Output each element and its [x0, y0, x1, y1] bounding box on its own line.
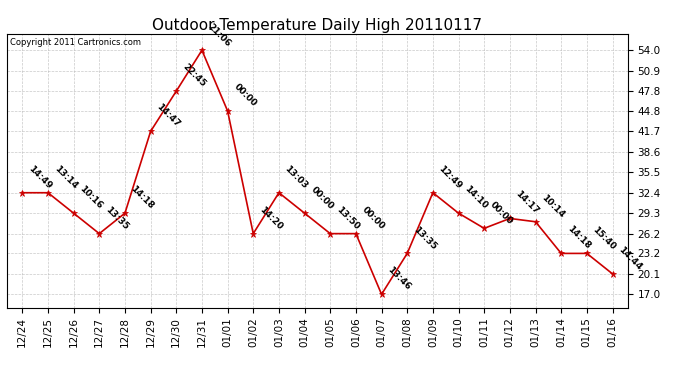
- Text: 13:50: 13:50: [335, 205, 361, 231]
- Text: 21:06: 21:06: [206, 21, 233, 48]
- Text: 00:00: 00:00: [489, 200, 515, 226]
- Text: 12:49: 12:49: [437, 164, 464, 190]
- Text: 14:20: 14:20: [257, 205, 284, 231]
- Text: 00:00: 00:00: [232, 82, 258, 109]
- Text: 00:00: 00:00: [308, 185, 335, 211]
- Text: 14:17: 14:17: [514, 189, 541, 216]
- Text: 13:03: 13:03: [283, 164, 310, 190]
- Title: Outdoor Temperature Daily High 20110117: Outdoor Temperature Daily High 20110117: [152, 18, 482, 33]
- Text: 13:14: 13:14: [52, 164, 79, 190]
- Text: 14:10: 14:10: [463, 184, 489, 211]
- Text: 13:35: 13:35: [411, 225, 438, 251]
- Text: 22:45: 22:45: [180, 62, 207, 89]
- Text: 15:40: 15:40: [591, 225, 618, 251]
- Text: Copyright 2011 Cartronics.com: Copyright 2011 Cartronics.com: [10, 38, 141, 47]
- Text: 13:46: 13:46: [386, 266, 413, 292]
- Text: 14:44: 14:44: [617, 245, 644, 272]
- Text: 14:47: 14:47: [155, 102, 181, 129]
- Text: 14:18: 14:18: [129, 184, 156, 211]
- Text: 10:14: 10:14: [540, 193, 566, 220]
- Text: 14:49: 14:49: [26, 164, 53, 190]
- Text: 10:16: 10:16: [78, 184, 104, 211]
- Text: 00:00: 00:00: [360, 205, 386, 231]
- Text: 14:18: 14:18: [565, 225, 592, 251]
- Text: 13:35: 13:35: [104, 205, 130, 231]
